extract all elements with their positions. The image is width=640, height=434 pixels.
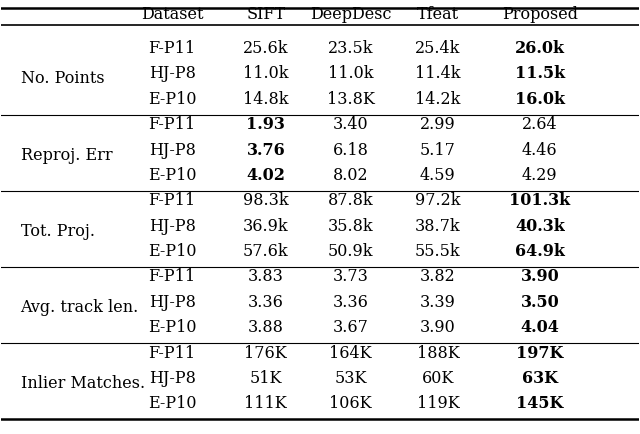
Text: 35.8k: 35.8k bbox=[328, 217, 373, 234]
Text: 3.39: 3.39 bbox=[420, 293, 456, 310]
Text: E-P10: E-P10 bbox=[148, 91, 196, 108]
Text: E-P10: E-P10 bbox=[148, 319, 196, 335]
Text: 3.73: 3.73 bbox=[333, 268, 369, 285]
Text: 3.90: 3.90 bbox=[420, 319, 456, 335]
Text: 60K: 60K bbox=[422, 369, 454, 386]
Text: HJ-P8: HJ-P8 bbox=[148, 293, 196, 310]
Text: 50.9k: 50.9k bbox=[328, 243, 373, 260]
Text: 3.83: 3.83 bbox=[248, 268, 284, 285]
Text: 23.5k: 23.5k bbox=[328, 40, 373, 57]
Text: 87.8k: 87.8k bbox=[328, 192, 373, 209]
Text: 4.46: 4.46 bbox=[522, 141, 557, 158]
Text: 26.0k: 26.0k bbox=[515, 40, 565, 57]
Text: 14.2k: 14.2k bbox=[415, 91, 461, 108]
Text: 13.8K: 13.8K bbox=[326, 91, 374, 108]
Text: F-P11: F-P11 bbox=[148, 116, 196, 133]
Text: 5.17: 5.17 bbox=[420, 141, 456, 158]
Text: 4.59: 4.59 bbox=[420, 167, 456, 184]
Text: Reproj. Err: Reproj. Err bbox=[20, 146, 112, 163]
Text: HJ-P8: HJ-P8 bbox=[148, 65, 196, 82]
Text: 164K: 164K bbox=[329, 344, 372, 361]
Text: 4.29: 4.29 bbox=[522, 167, 557, 184]
Text: 3.90: 3.90 bbox=[520, 268, 559, 285]
Text: 188K: 188K bbox=[417, 344, 460, 361]
Text: 51K: 51K bbox=[250, 369, 282, 386]
Text: 3.50: 3.50 bbox=[520, 293, 559, 310]
Text: F-P11: F-P11 bbox=[148, 268, 196, 285]
Text: 111K: 111K bbox=[244, 395, 287, 411]
Text: DeepDesc: DeepDesc bbox=[310, 6, 391, 23]
Text: Tot. Proj.: Tot. Proj. bbox=[20, 222, 95, 239]
Text: SIFT: SIFT bbox=[246, 6, 285, 23]
Text: E-P10: E-P10 bbox=[148, 395, 196, 411]
Text: Avg. track len.: Avg. track len. bbox=[20, 298, 139, 315]
Text: Tfeat: Tfeat bbox=[417, 6, 459, 23]
Text: 11.4k: 11.4k bbox=[415, 65, 461, 82]
Text: HJ-P8: HJ-P8 bbox=[148, 217, 196, 234]
Text: F-P11: F-P11 bbox=[148, 40, 196, 57]
Text: 3.88: 3.88 bbox=[248, 319, 284, 335]
Text: E-P10: E-P10 bbox=[148, 243, 196, 260]
Text: F-P11: F-P11 bbox=[148, 192, 196, 209]
Text: No. Points: No. Points bbox=[20, 70, 104, 87]
Text: 4.04: 4.04 bbox=[520, 319, 559, 335]
Text: 97.2k: 97.2k bbox=[415, 192, 461, 209]
Text: 53K: 53K bbox=[334, 369, 367, 386]
Text: 2.99: 2.99 bbox=[420, 116, 456, 133]
Text: 3.36: 3.36 bbox=[248, 293, 284, 310]
Text: HJ-P8: HJ-P8 bbox=[148, 141, 196, 158]
Text: 4.02: 4.02 bbox=[246, 167, 285, 184]
Text: 8.02: 8.02 bbox=[333, 167, 369, 184]
Text: 11.0k: 11.0k bbox=[243, 65, 289, 82]
Text: F-P11: F-P11 bbox=[148, 344, 196, 361]
Text: 2.64: 2.64 bbox=[522, 116, 557, 133]
Text: 197K: 197K bbox=[516, 344, 564, 361]
Text: 106K: 106K bbox=[329, 395, 372, 411]
Text: Dataset: Dataset bbox=[141, 6, 204, 23]
Text: 14.8k: 14.8k bbox=[243, 91, 289, 108]
Text: 3.40: 3.40 bbox=[333, 116, 369, 133]
Text: E-P10: E-P10 bbox=[148, 167, 196, 184]
Text: Inlier Matches.: Inlier Matches. bbox=[20, 374, 145, 391]
Text: 98.3k: 98.3k bbox=[243, 192, 289, 209]
Text: 63K: 63K bbox=[522, 369, 558, 386]
Text: 101.3k: 101.3k bbox=[509, 192, 570, 209]
Text: 145K: 145K bbox=[516, 395, 564, 411]
Text: 55.5k: 55.5k bbox=[415, 243, 461, 260]
Text: 3.76: 3.76 bbox=[246, 141, 285, 158]
Text: 36.9k: 36.9k bbox=[243, 217, 289, 234]
Text: 11.5k: 11.5k bbox=[515, 65, 565, 82]
Text: 11.0k: 11.0k bbox=[328, 65, 373, 82]
Text: 1.93: 1.93 bbox=[246, 116, 285, 133]
Text: 25.4k: 25.4k bbox=[415, 40, 461, 57]
Text: 3.82: 3.82 bbox=[420, 268, 456, 285]
Text: 3.36: 3.36 bbox=[333, 293, 369, 310]
Text: 176K: 176K bbox=[244, 344, 287, 361]
Text: 25.6k: 25.6k bbox=[243, 40, 289, 57]
Text: 40.3k: 40.3k bbox=[515, 217, 564, 234]
Text: 64.9k: 64.9k bbox=[515, 243, 564, 260]
Text: Proposed: Proposed bbox=[502, 6, 578, 23]
Text: 3.67: 3.67 bbox=[333, 319, 369, 335]
Text: 38.7k: 38.7k bbox=[415, 217, 461, 234]
Text: 57.6k: 57.6k bbox=[243, 243, 289, 260]
Text: 16.0k: 16.0k bbox=[515, 91, 565, 108]
Text: 119K: 119K bbox=[417, 395, 460, 411]
Text: HJ-P8: HJ-P8 bbox=[148, 369, 196, 386]
Text: 6.18: 6.18 bbox=[333, 141, 369, 158]
